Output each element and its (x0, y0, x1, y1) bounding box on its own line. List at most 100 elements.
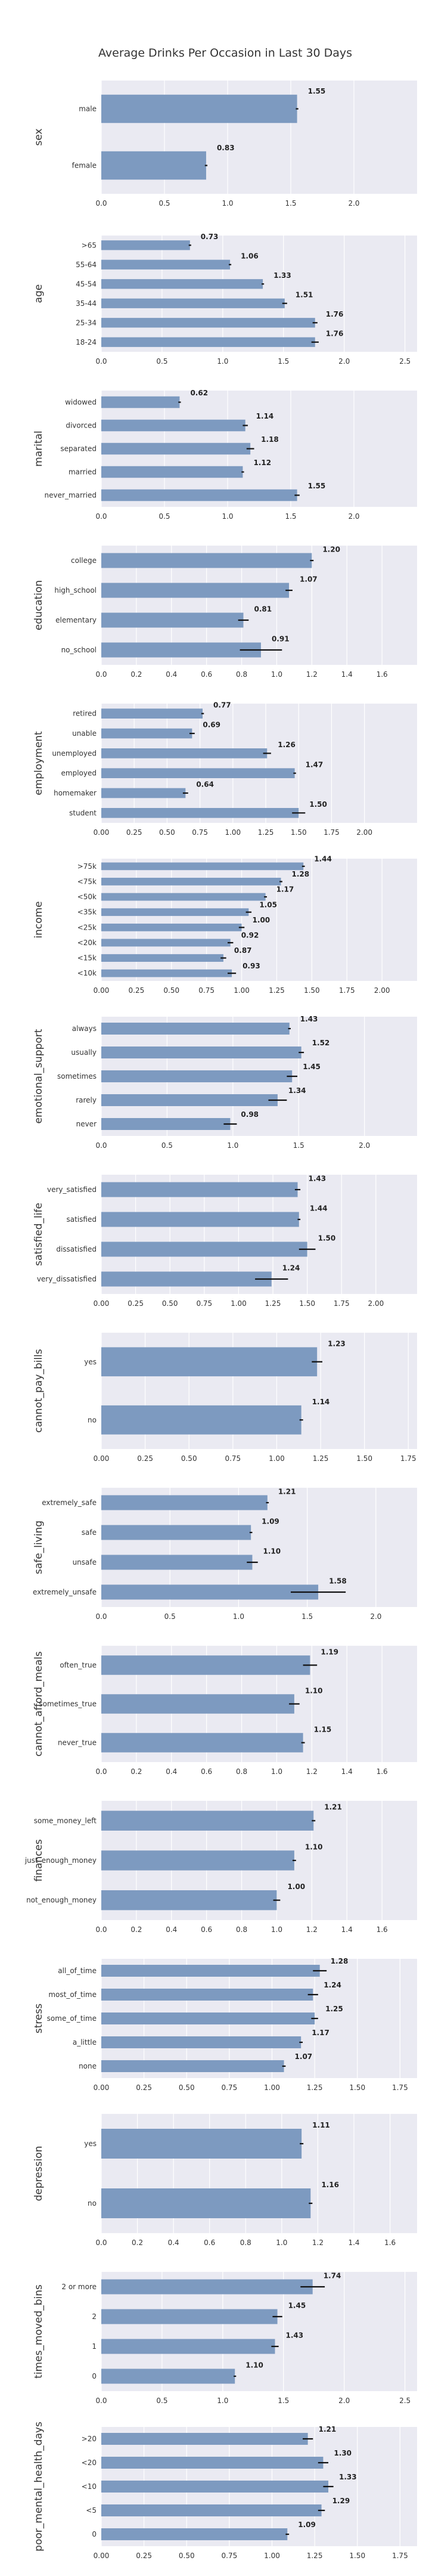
x-tick-label: 2.0 (359, 1141, 370, 1150)
value-label: 1.12 (253, 459, 271, 467)
category-label: 2 (92, 2312, 97, 2321)
x-tick-label: 0.75 (222, 2552, 238, 2560)
panel-safe_living: 0.0 0.5 1.0 1.5 2.0 1.21 extremely_safe 1.09 saf… (33, 1488, 417, 1621)
bar-<35k (101, 908, 249, 917)
category-label: widowed (65, 398, 97, 407)
category-label: 0 (92, 2530, 97, 2538)
category-label: just_enough_money (24, 1856, 97, 1865)
x-tick-label: 0.50 (163, 986, 179, 995)
bar-<15k (101, 954, 223, 962)
panel-marital: 0.0 0.5 1.0 1.5 2.0 0.62 widowed 1.14 divorced 1.… (33, 389, 417, 521)
x-tick-label: 0.00 (94, 1454, 110, 1463)
bar-female (101, 151, 206, 180)
bar-55-64 (101, 259, 231, 270)
value-label: 1.52 (312, 1039, 330, 1047)
bar-18-24 (101, 337, 315, 347)
bar-elementary (101, 612, 244, 628)
value-label: 1.45 (288, 2302, 306, 2310)
panel-education: 0.0 0.2 0.4 0.6 0.8 1.0 1.2 1.4 1.6 1.20 college 1.… (33, 546, 417, 679)
bar-sometimes (101, 1070, 293, 1082)
category-label: <10k (77, 969, 97, 977)
value-label: 1.23 (328, 1339, 346, 1348)
bar-<20 (101, 2457, 324, 2469)
value-label: 1.07 (300, 575, 318, 584)
x-tick-label: 1.5 (285, 512, 296, 521)
value-label: 1.28 (331, 1957, 349, 1965)
value-label: 0.91 (272, 635, 290, 643)
y-axis-label: cannot_pay_bills (33, 1349, 45, 1433)
bar-sometimes_true (101, 1694, 294, 1714)
x-tick-label: 1.0 (233, 1612, 244, 1621)
category-label: 0 (92, 2372, 97, 2380)
category-label: 25-34 (76, 318, 97, 327)
panel-background (101, 704, 417, 823)
x-tick-label: 1.00 (225, 828, 241, 837)
category-label: <20k (77, 939, 97, 947)
y-axis-label: age (33, 284, 45, 304)
category-label: no (88, 1416, 97, 1424)
bar-none (101, 2060, 284, 2072)
value-label: 1.16 (321, 2181, 339, 2189)
bar-widowed (101, 396, 180, 408)
value-label: 1.06 (241, 252, 259, 261)
x-tick-label: 0.0 (95, 2238, 107, 2247)
x-tick-label: 1.50 (304, 986, 320, 995)
value-label: 1.30 (334, 2449, 352, 2457)
x-tick-label: 1.50 (349, 2552, 365, 2560)
bar-no_school (101, 642, 261, 658)
category-label: all_of_time (58, 1967, 97, 1975)
value-label: 1.29 (332, 2497, 350, 2505)
y-axis-label: depression (33, 2146, 45, 2202)
x-tick-label: 0.00 (94, 1299, 110, 1308)
x-tick-label: 0.00 (94, 2083, 110, 2092)
y-axis-label: stress (33, 2004, 45, 2033)
x-tick-label: 0.0 (95, 2397, 107, 2405)
value-label: 1.11 (312, 2121, 330, 2129)
panel-income: 0.00 0.25 0.50 0.75 1.00 1.25 1.50 1.75 2.00 1.44… (33, 854, 417, 995)
category-label: 2 or more (61, 2283, 97, 2291)
x-tick-label: 1.50 (356, 1454, 372, 1463)
x-tick-label: 1.0 (222, 512, 233, 521)
bar-<10k (101, 969, 232, 977)
bar-some_money_left (101, 1810, 314, 1831)
category-label: high_school (54, 586, 97, 595)
x-tick-label: 1.4 (348, 2238, 359, 2247)
bar-very_dissatisfied (101, 1271, 272, 1287)
x-tick-label: 1.00 (264, 2552, 280, 2560)
category-label: some_of_time (47, 2014, 97, 2023)
value-label: 1.05 (259, 900, 277, 909)
x-tick-label: 0.5 (156, 357, 167, 366)
x-tick-label: 1.00 (231, 1299, 247, 1308)
bar-0 (101, 2368, 235, 2384)
x-tick-label: 1.6 (377, 1767, 388, 1776)
value-label: 1.09 (262, 1518, 279, 1526)
value-label: 1.43 (300, 1015, 318, 1023)
bar-retired (101, 708, 203, 719)
x-tick-label: 0.8 (236, 1925, 247, 1934)
x-tick-label: 1.25 (307, 2083, 323, 2092)
category-label: married (69, 468, 97, 476)
x-tick-label: 0.25 (129, 986, 145, 995)
x-tick-label: 0.4 (166, 670, 177, 679)
panel-poor_mental_health_days: 0.00 0.25 0.50 0.75 1.00 1.25 1.50 1.75 1.21 >20 1… (33, 2422, 417, 2560)
y-axis-label: marital (33, 431, 45, 467)
bar-very_satisfied (101, 1182, 298, 1197)
x-tick-label: 0.50 (179, 2552, 195, 2560)
category-label: unemployed (52, 749, 97, 757)
category-label: always (72, 1024, 97, 1033)
category-label: 35-44 (76, 299, 97, 308)
category-label: never_true (58, 1739, 97, 1747)
bar-never_true (101, 1733, 303, 1753)
x-tick-label: 0.0 (95, 1612, 107, 1621)
x-tick-label: 1.4 (341, 1925, 353, 1934)
bar-just_enough_money (101, 1850, 294, 1871)
value-label: 1.09 (298, 2521, 316, 2529)
x-tick-label: 1.00 (264, 2083, 280, 2092)
value-label: 0.77 (213, 701, 231, 709)
y-axis-label: income (33, 901, 45, 938)
x-tick-label: 2.00 (356, 828, 372, 837)
category-label: <35k (77, 908, 97, 917)
value-label: 1.21 (278, 1488, 296, 1496)
panel-cannot_pay_bills: 0.00 0.25 0.50 0.75 1.00 1.25 1.50 1.75 1.23 yes 1… (33, 1333, 417, 1463)
